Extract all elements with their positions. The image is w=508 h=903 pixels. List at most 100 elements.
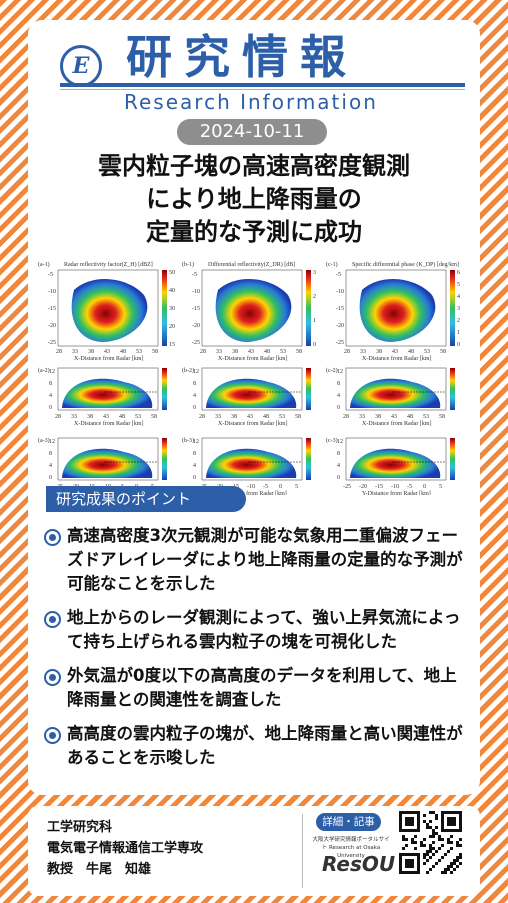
vertical-section [206,378,297,408]
y-tick: -15 [48,306,56,312]
y-tick: 8 [337,381,340,387]
x-tick: 48 [119,414,125,420]
y-tick: 8 [49,451,52,457]
colorbar-tick: 20 [169,324,175,330]
y-tick: -15 [336,306,344,312]
y-tick: 12 [49,369,55,375]
lab-line: 工学研究科 [47,820,113,835]
y-tick: 0 [49,475,52,481]
x-axis-label: Y-Distance from Radar [km] [218,490,287,495]
x-tick: 43 [104,349,110,355]
y-tick: 4 [49,393,52,399]
x-tick: 43 [392,349,398,355]
x-tick: -10 [391,484,399,490]
panel-id: (a-3) [38,437,50,444]
colorbar-tick: 3 [313,270,316,276]
colorbar [162,270,167,346]
x-tick: 33 [216,349,222,355]
y-tick: -5 [192,272,197,278]
y-tick: 12 [49,439,55,445]
y-tick: 0 [337,405,340,411]
y-tick: -5 [336,272,341,278]
x-tick: -25 [343,484,351,490]
reflectivity-blob [71,279,148,342]
point-item: 高速高密度3次元観測が可能な気象用二重偏波フェーズドアレイレーダにより地上降雨量… [44,524,470,596]
x-tick: 48 [408,349,414,355]
x-axis-label: X-Distance from Radar [km] [218,355,287,362]
colorbar-tick: 1 [457,330,460,336]
y-tick: 4 [49,463,52,469]
panel-id: (a-1) [38,261,50,268]
x-tick: 58 [295,414,301,420]
main-card: E 研究情報 Research Information 2024-10-11 雲… [28,20,480,795]
x-axis-label: X-Distance from Radar [km] [362,355,431,362]
y-tick: 0 [337,475,340,481]
header-rule-thin [60,89,465,90]
point-item: 高高度の雲内粒子の塊が、地上降雨量と高い関連性があることを示唆した [44,722,470,770]
y-tick: 12 [337,439,343,445]
x-tick: 53 [135,414,141,420]
qr-code-icon[interactable] [399,811,462,874]
y-tick: 0 [193,405,196,411]
colorbar [162,368,167,410]
panel-id: (b-1) [182,261,194,268]
y-tick: -20 [192,323,200,329]
x-tick: 53 [424,349,430,355]
x-axis-label: X-Distance from Radar [km] [74,355,143,362]
colorbar-tick: 50 [169,270,175,276]
colorbar-tick: 3 [457,306,460,312]
x-tick: -10 [247,484,255,490]
y-tick: -5 [48,272,53,278]
x-tick: 43 [103,414,109,420]
x-axis-label: X-Distance from Radar [km] [362,420,431,427]
x-tick: 43 [247,414,253,420]
vertical-section [62,378,153,408]
vertical-section [350,378,441,408]
point-text: 高高度の雲内粒子の塊が、地上降雨量と高い関連性があることを示唆した [67,724,463,767]
footer-card: 工学研究科 電気電子情報通信工学専攻 教授 牛尾 知雄 詳細・記事 大阪大学研究… [28,806,480,896]
panel-id: (b-3) [182,437,194,444]
x-tick: 58 [440,349,446,355]
x-tick: 0 [423,484,426,490]
x-tick: -5 [407,484,412,490]
reflectivity-blob [215,279,292,342]
x-tick: 38 [232,349,238,355]
x-tick: 0 [279,484,282,490]
x-tick: 38 [88,349,94,355]
header-title: 研究情報 [126,30,358,84]
x-tick: 53 [423,414,429,420]
y-tick: 12 [193,439,199,445]
x-tick: 53 [280,349,286,355]
x-tick: 48 [407,414,413,420]
x-tick: 33 [359,414,365,420]
y-tick: -20 [336,323,344,329]
y-tick: 0 [193,475,196,481]
x-tick: 48 [120,349,126,355]
colorbar [450,438,455,480]
y-tick: 12 [337,369,343,375]
y-tick: -25 [48,340,56,346]
y-tick: -20 [48,323,56,329]
colorbar-tick: 0 [313,342,316,348]
y-tick: 8 [193,381,196,387]
title-line: 定量的な予測に成功 [146,218,362,246]
vertical-section [62,448,153,478]
x-tick: 43 [391,414,397,420]
colorbar-tick: 2 [313,294,316,300]
y-tick: -25 [192,340,200,346]
x-tick: 28 [199,414,205,420]
colorbar [306,270,311,346]
y-tick: -25 [336,340,344,346]
colorbar-tick: 30 [169,306,175,312]
colorbar-tick: 15 [169,342,175,348]
colorbar-tick: 6 [457,270,460,276]
x-tick: 38 [376,349,382,355]
detail-button[interactable]: 詳細・記事 [316,813,381,831]
x-tick: -20 [359,484,367,490]
y-tick: 8 [49,381,52,387]
bullet-icon [44,669,61,686]
y-tick: 8 [193,451,196,457]
colorbar [450,270,455,346]
colorbar-tick: 2 [457,318,460,324]
x-tick: -5 [263,484,268,490]
